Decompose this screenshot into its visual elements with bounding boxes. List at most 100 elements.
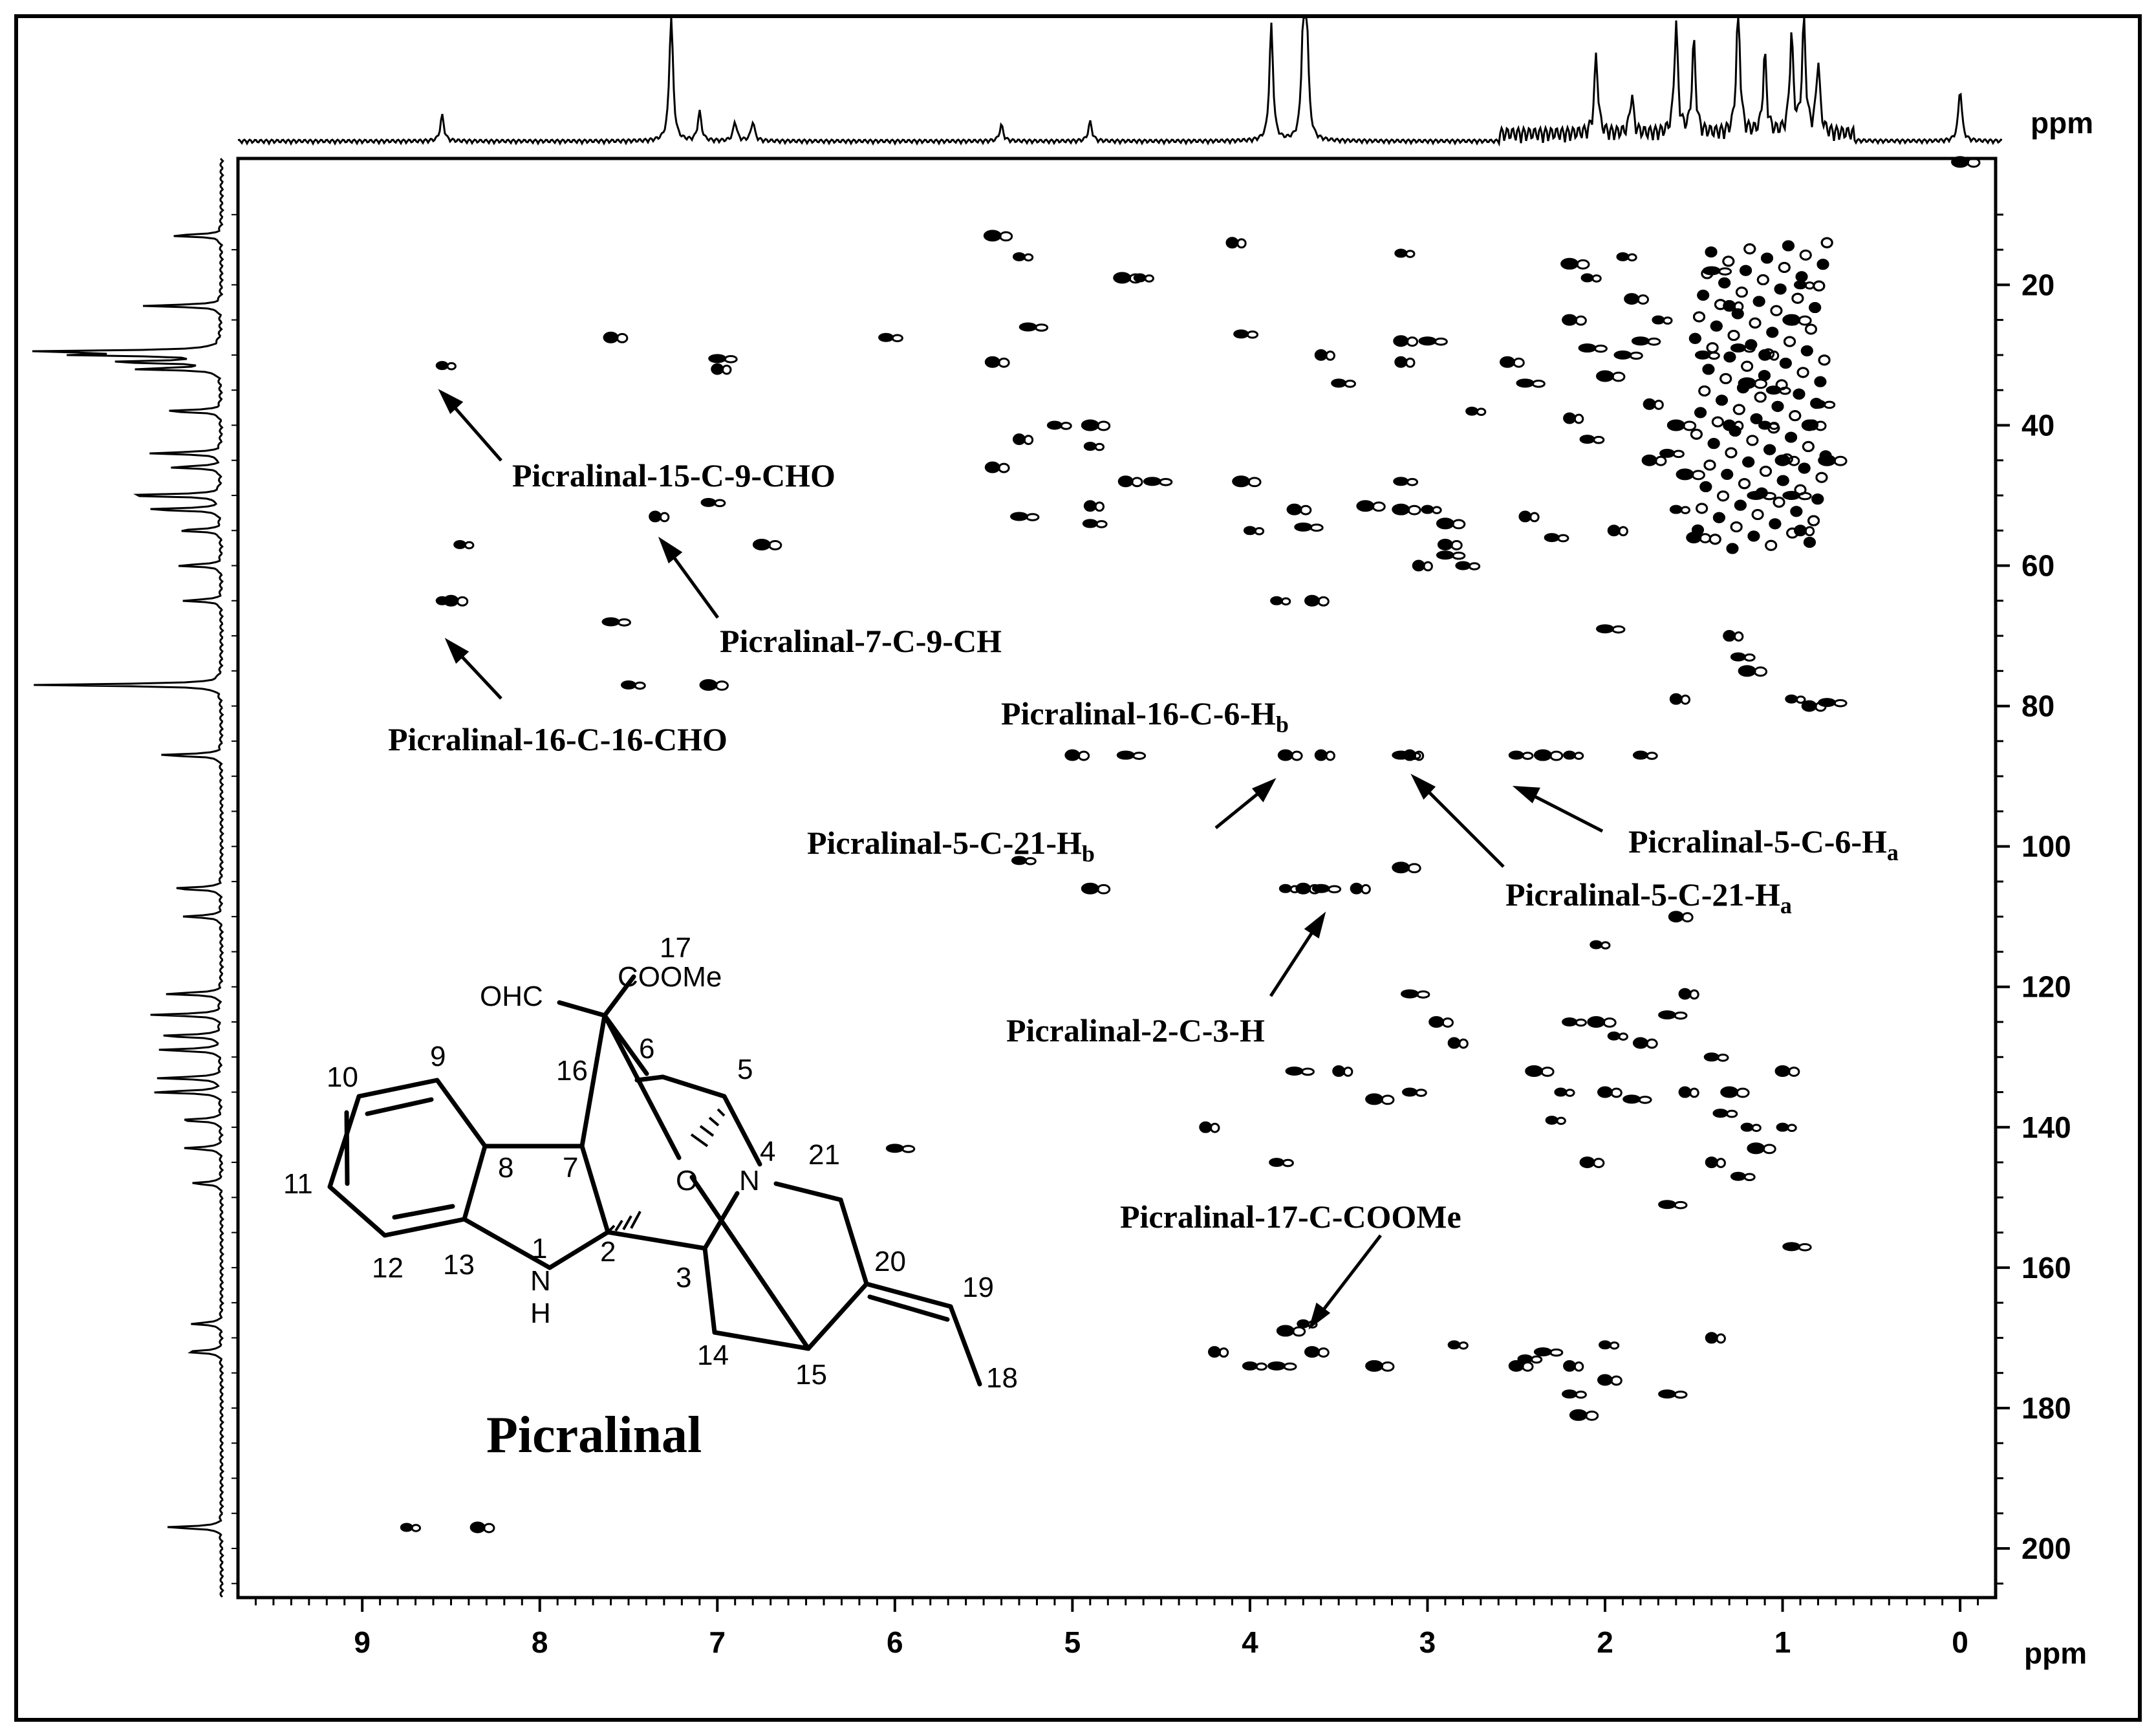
cross-peak-contour (1415, 1089, 1427, 1097)
x-tick-label: 3 (1419, 1625, 1436, 1659)
cross-peak-contour (1254, 526, 1265, 536)
cross-peak (1304, 1346, 1320, 1358)
cross-peak-contour (1026, 513, 1040, 521)
cross-peak (1761, 252, 1774, 264)
label-6: 6 (639, 1033, 654, 1065)
cross-peak (1802, 440, 1815, 452)
cross-peak (1814, 376, 1827, 387)
cross-peak (1554, 1087, 1568, 1097)
cross-peak (1010, 512, 1028, 521)
cross-peak-contour (1662, 316, 1673, 325)
x-tick-label: 4 (1242, 1625, 1258, 1659)
bond-7-16 (579, 1013, 607, 1149)
cross-peak (1756, 274, 1769, 286)
benzene-inner-3 (392, 1204, 455, 1220)
label-5: 5 (737, 1054, 753, 1085)
cross-peak (1403, 749, 1416, 761)
cross-peak-contour (1513, 357, 1525, 368)
annotation-16-c-16-cho: Picralinal-16-C-16-CHO (388, 721, 728, 757)
cross-peak-contour (1591, 274, 1602, 283)
cross-peak-contour (1218, 1347, 1229, 1358)
cross-peak (1747, 1142, 1765, 1155)
bond-20-19-double (867, 1294, 950, 1322)
cross-peak (1734, 499, 1747, 511)
cross-peak (1691, 524, 1704, 536)
cross-peak-contour (1733, 631, 1744, 642)
cross-peak (1643, 398, 1656, 410)
cross-peak (1286, 503, 1302, 515)
y-tick-label: 160 (2021, 1251, 2071, 1285)
label-7: 7 (563, 1152, 578, 1184)
cross-peak-contour (1753, 666, 1768, 677)
cross-peak-contour (1592, 1158, 1605, 1168)
cross-peak-contour (1612, 625, 1626, 634)
cross-peak (1233, 329, 1249, 339)
cross-peak (1678, 988, 1692, 1000)
cross-peak (1796, 367, 1809, 378)
y-tick-label: 180 (2021, 1391, 2071, 1425)
cross-peak (1774, 1065, 1791, 1077)
cross-peak-contour (1585, 1410, 1599, 1421)
cross-peak (1705, 1156, 1718, 1169)
carbon-trace (32, 158, 225, 1598)
cross-peak-contour (1736, 1087, 1750, 1098)
cross-peak (1402, 1087, 1418, 1097)
cross-peak-contour (1291, 750, 1303, 761)
label-19: 19 (962, 1272, 994, 1303)
cross-peak-contour (1672, 450, 1685, 459)
cross-peak-contour (1618, 1032, 1628, 1041)
arrow-a8-head (1304, 911, 1326, 939)
cross-peak (1676, 468, 1694, 481)
cross-peak (1696, 503, 1709, 514)
bond-n4-21 (773, 1181, 843, 1202)
annotation-7-c-9-ch: Picralinal-7-C-9-CH (720, 623, 1002, 659)
cross-peak-contour (1407, 505, 1421, 515)
cross-peak-contour (1317, 1347, 1330, 1358)
y-tick-label: 100 (2021, 830, 2071, 863)
cross-peak (1688, 332, 1701, 344)
cross-peak (1791, 292, 1804, 304)
cross-peak-contour (1795, 695, 1806, 704)
cross-peak-contour (1414, 750, 1425, 761)
cross-peak (1295, 882, 1311, 895)
cross-peak-contour (1405, 250, 1416, 258)
cross-peak (1365, 1360, 1384, 1372)
cross-peak (1738, 665, 1756, 677)
cross-peak (984, 356, 1000, 368)
cross-peak (453, 539, 467, 549)
cross-peak (1740, 265, 1752, 276)
y-tick-label: 40 (2021, 408, 2054, 442)
cross-peak (1722, 255, 1735, 267)
cross-peak-contour (1654, 399, 1664, 410)
cross-peak-contour (464, 541, 475, 550)
label-4: 4 (760, 1136, 775, 1167)
cross-peak-contour (715, 680, 729, 691)
cross-peak (1242, 1361, 1258, 1371)
cross-peak-contour (1680, 694, 1691, 705)
cross-peak (1277, 749, 1293, 761)
cross-peak-contour (1556, 1116, 1566, 1125)
cross-peak (1695, 350, 1710, 360)
bond-o-15 (689, 1175, 811, 1351)
cross-peak (1711, 416, 1724, 428)
cross-peak (1668, 911, 1684, 923)
cross-peak-contour (768, 540, 782, 550)
cross-peak-contour (1406, 477, 1419, 486)
cross-peak (1428, 1016, 1445, 1028)
cross-peak-contour (1416, 990, 1430, 999)
cross-peak (1199, 1121, 1213, 1133)
cross-peak-contour (1023, 253, 1034, 262)
annotation-16-c-6-hb: Picralinal-16-C-6-Hb (1001, 695, 1289, 737)
cross-peak (699, 679, 718, 691)
label-n1: N (530, 1265, 551, 1297)
cross-peak-contour (1575, 315, 1587, 326)
cross-peak (1083, 500, 1097, 512)
arrow-a2-head (658, 536, 683, 564)
cross-peak-contour (1097, 884, 1111, 895)
cross-peak (1800, 345, 1813, 356)
x-unit-label: ppm (2024, 1636, 2087, 1670)
cross-peak (1762, 348, 1775, 360)
cross-peak (1455, 561, 1471, 570)
cross-peak (1730, 343, 1746, 353)
cross-peak-contour (1458, 1038, 1469, 1049)
